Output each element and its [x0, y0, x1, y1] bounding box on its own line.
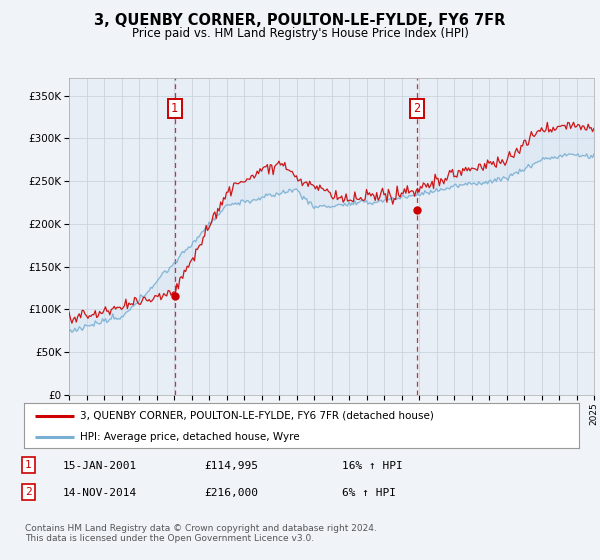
Text: 14-NOV-2014: 14-NOV-2014: [63, 488, 137, 498]
Text: 15-JAN-2001: 15-JAN-2001: [63, 461, 137, 472]
Text: Price paid vs. HM Land Registry's House Price Index (HPI): Price paid vs. HM Land Registry's House …: [131, 27, 469, 40]
Text: £216,000: £216,000: [204, 488, 258, 498]
Text: £114,995: £114,995: [204, 461, 258, 472]
Text: 1: 1: [25, 460, 32, 470]
Text: 3, QUENBY CORNER, POULTON-LE-FYLDE, FY6 7FR (detached house): 3, QUENBY CORNER, POULTON-LE-FYLDE, FY6 …: [79, 410, 433, 421]
Text: 2: 2: [413, 102, 420, 115]
Text: 2: 2: [25, 487, 32, 497]
Text: 6% ↑ HPI: 6% ↑ HPI: [342, 488, 396, 498]
Text: 1: 1: [171, 102, 178, 115]
Text: 3, QUENBY CORNER, POULTON-LE-FYLDE, FY6 7FR: 3, QUENBY CORNER, POULTON-LE-FYLDE, FY6 …: [94, 13, 506, 28]
Text: HPI: Average price, detached house, Wyre: HPI: Average price, detached house, Wyre: [79, 432, 299, 442]
Text: Contains HM Land Registry data © Crown copyright and database right 2024.
This d: Contains HM Land Registry data © Crown c…: [25, 524, 377, 543]
Text: 16% ↑ HPI: 16% ↑ HPI: [342, 461, 403, 472]
